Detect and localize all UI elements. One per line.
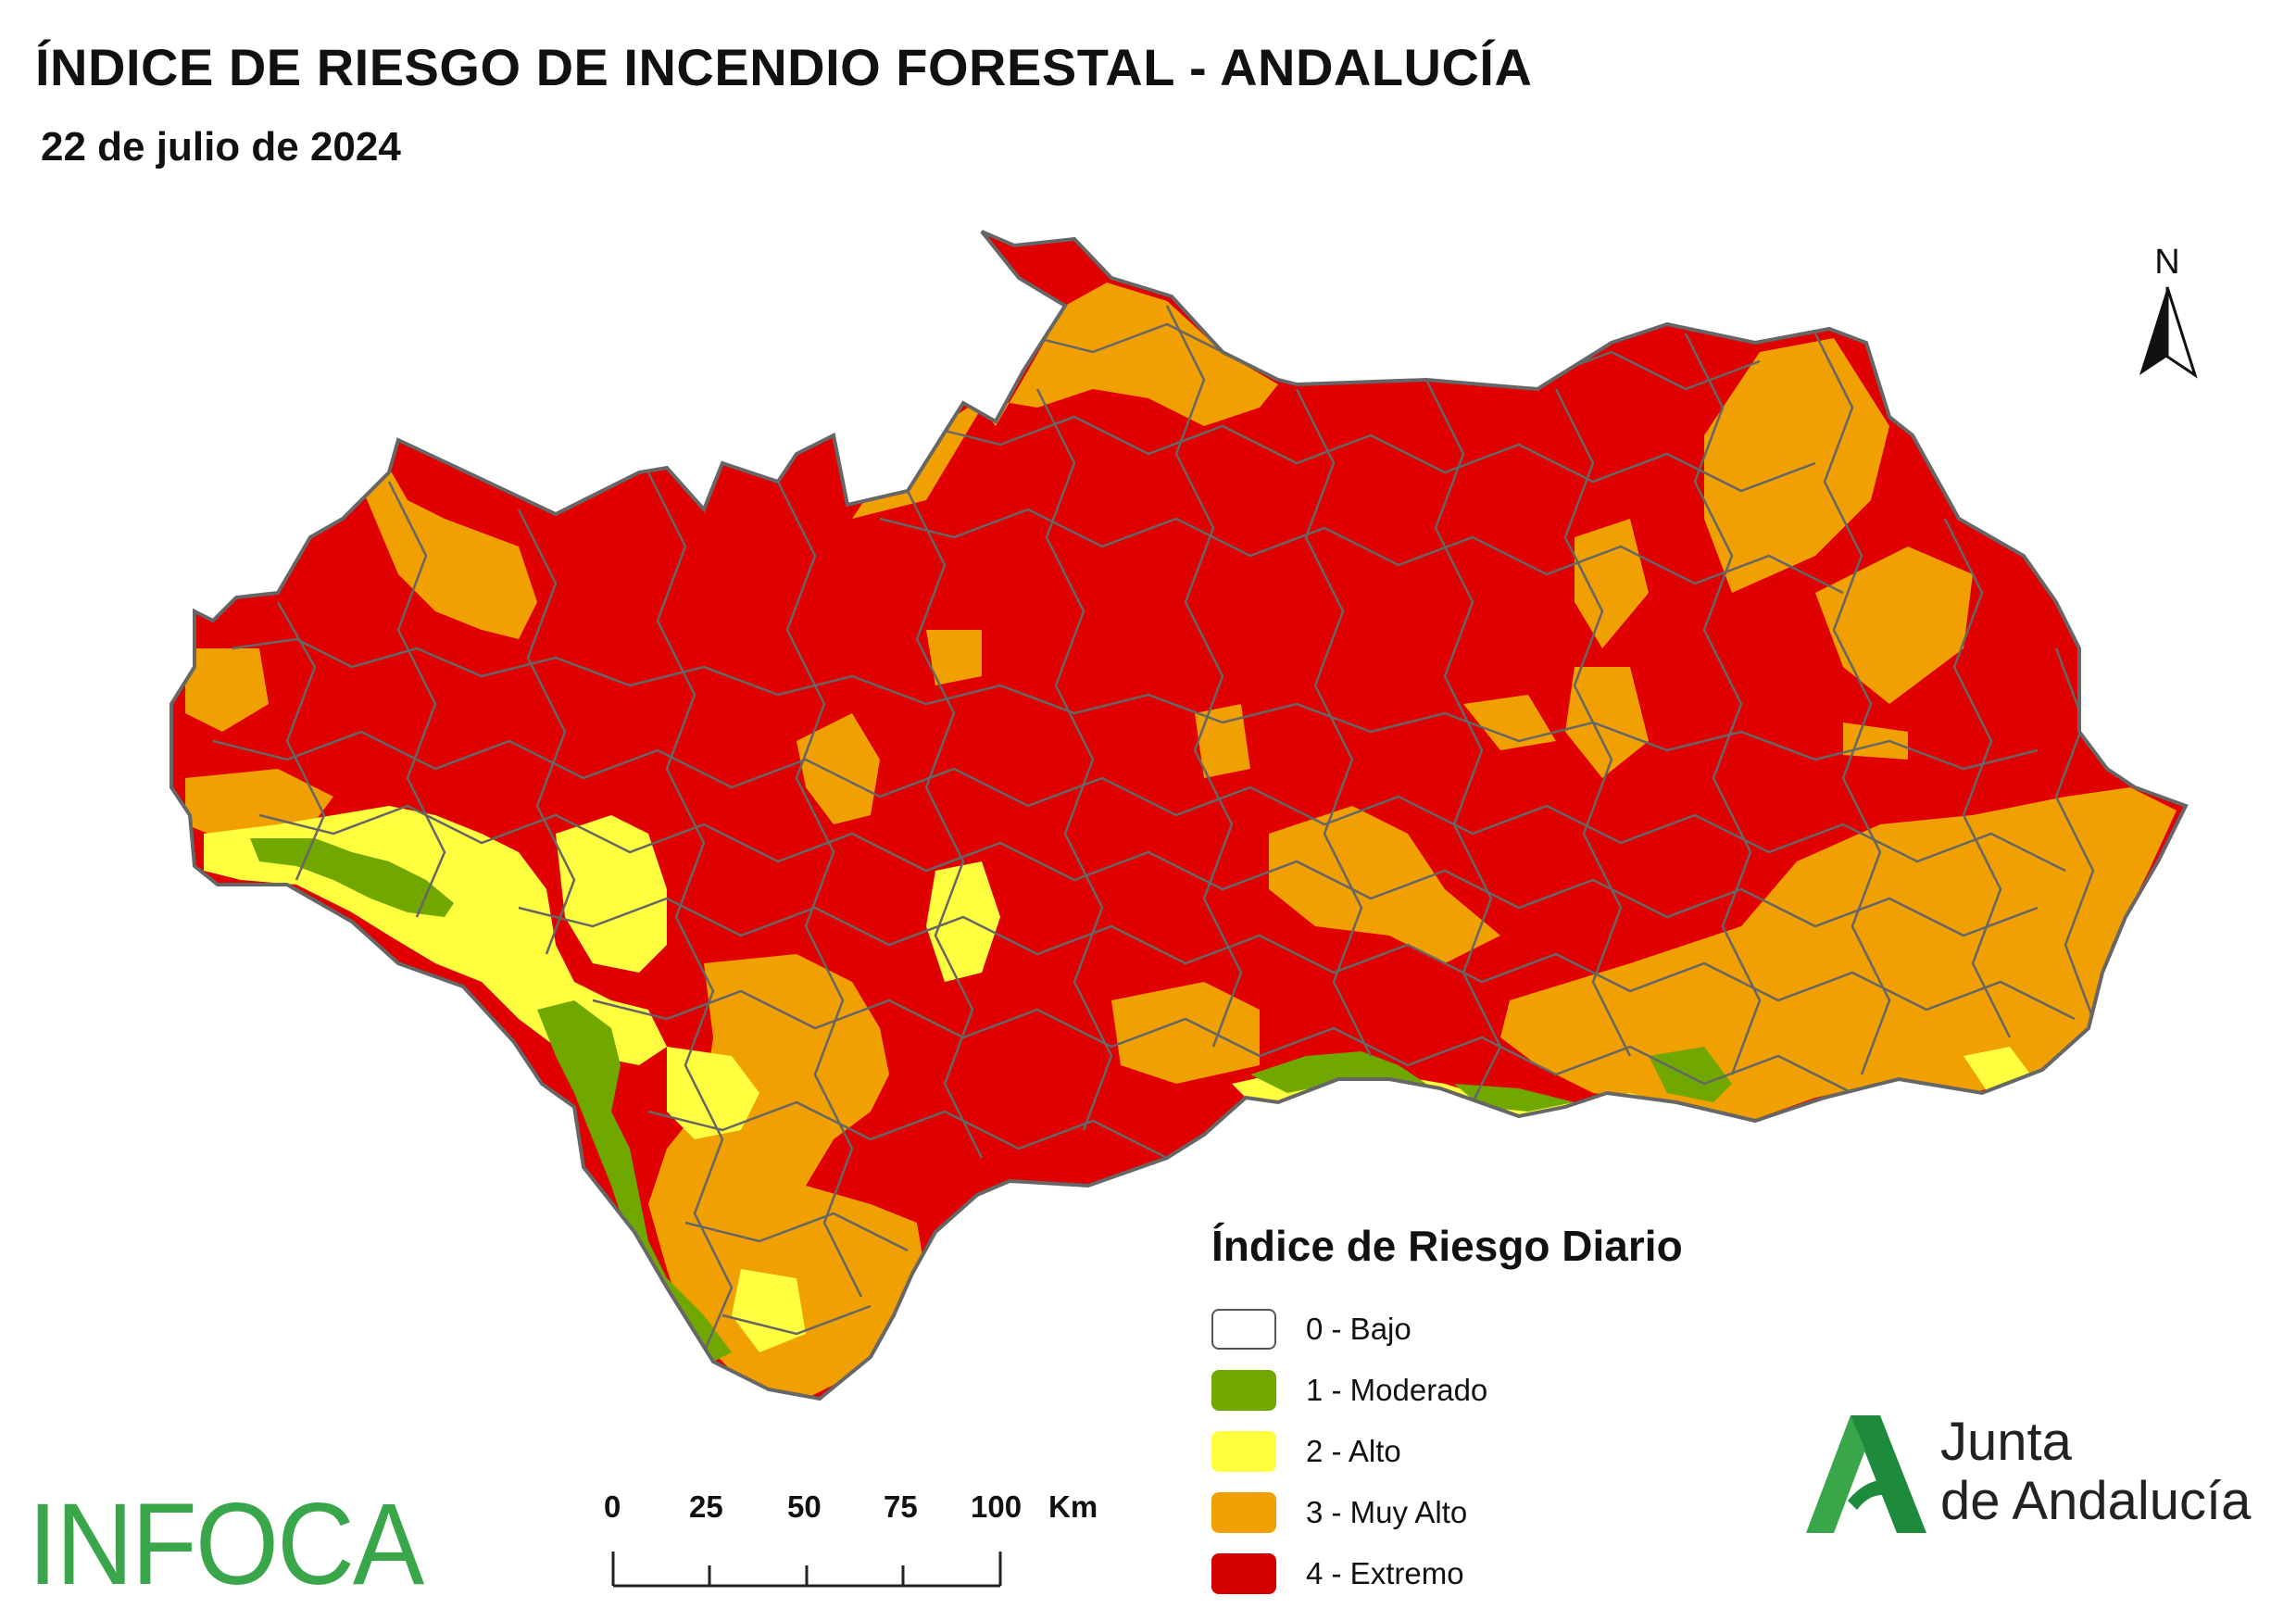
junta-text-block: Junta de Andalucía — [1940, 1413, 2251, 1531]
legend-item-bajo: 0 - Bajo — [1211, 1299, 1683, 1360]
north-arrow-icon — [2139, 286, 2198, 379]
legend-item-extremo: 4 - Extremo — [1211, 1543, 1683, 1604]
scale-unit: Km — [1048, 1489, 1098, 1524]
legend-label-bajo: 0 - Bajo — [1306, 1312, 1411, 1346]
scale-tick-50: 50 — [787, 1489, 822, 1524]
legend-swatch-alto — [1211, 1431, 1276, 1472]
legend-label-extremo: 4 - Extremo — [1306, 1556, 1464, 1590]
junta-line-2: de Andalucía — [1940, 1471, 2252, 1531]
municipal-boundaries — [212, 305, 2095, 1353]
scale-bar-graphic — [611, 1552, 1002, 1588]
legend-swatch-bajo — [1211, 1309, 1276, 1350]
junta-line-1: Junta — [1940, 1412, 2072, 1472]
zones-muy-alto — [185, 283, 2177, 1399]
scale-tick-75: 75 — [884, 1489, 918, 1524]
legend-title: Índice de Riesgo Diario — [1211, 1222, 1683, 1270]
legend-item-alto: 2 - Alto — [1211, 1421, 1683, 1482]
north-label: N — [2130, 243, 2204, 283]
legend-item-moderado: 1 - Moderado — [1211, 1360, 1683, 1421]
scale-tick-0: 0 — [604, 1489, 621, 1524]
scale-tick-100: 100 — [971, 1489, 1023, 1524]
legend-label-moderado: 1 - Moderado — [1306, 1373, 1488, 1407]
scale-labels: 0 25 50 75 100 Km — [593, 1489, 1167, 1532]
junta-logo-text: Junta de Andalucía — [1913, 1413, 2251, 1531]
legend: Índice de Riesgo Diario 0 - Bajo 1 - Mod… — [1211, 1221, 1683, 1604]
infoca-logo: INFOCA — [28, 1478, 424, 1610]
legend-label-muy-alto: 3 - Muy Alto — [1306, 1495, 1468, 1529]
legend-item-muy-alto: 3 - Muy Alto — [1211, 1482, 1683, 1543]
legend-swatch-extremo — [1211, 1553, 1276, 1594]
map-date: 22 de julio de 2024 — [41, 124, 401, 170]
map-title: ÍNDICE DE RIESGO DE INCENDIO FORESTAL - … — [35, 38, 1533, 96]
legend-swatch-moderado — [1211, 1370, 1276, 1411]
legend-label-alto: 2 - Alto — [1306, 1434, 1401, 1468]
scale-tick-25: 25 — [689, 1489, 723, 1524]
junta-logo-mark — [1806, 1415, 1926, 1533]
legend-swatch-muy-alto — [1211, 1492, 1276, 1533]
north-letter: N — [2154, 243, 2180, 282]
scale-bar: 0 25 50 75 100 Km — [593, 1489, 1167, 1532]
